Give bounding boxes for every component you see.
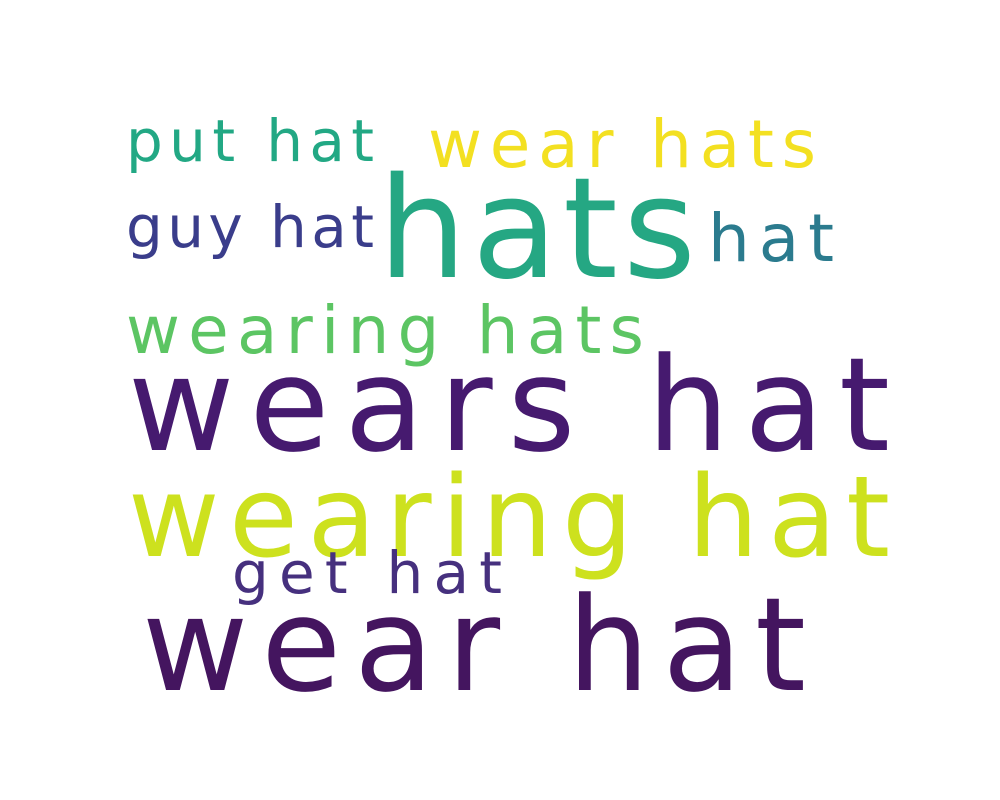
word-hats: hats: [378, 148, 702, 311]
word-wearing-hats: wearing hats: [126, 292, 653, 369]
word-wear-hat: wear hat: [142, 569, 819, 721]
word-put-hat: put hat: [126, 107, 381, 175]
word-wearing-hat: wearing hat: [128, 453, 900, 583]
word-get-hat: get hat: [232, 539, 513, 607]
word-guy-hat: guy hat: [126, 193, 379, 261]
word-wears-hat: wears hat: [128, 329, 906, 481]
word-hat: hat: [708, 200, 843, 277]
word-wear-hats: wear hats: [428, 106, 824, 183]
